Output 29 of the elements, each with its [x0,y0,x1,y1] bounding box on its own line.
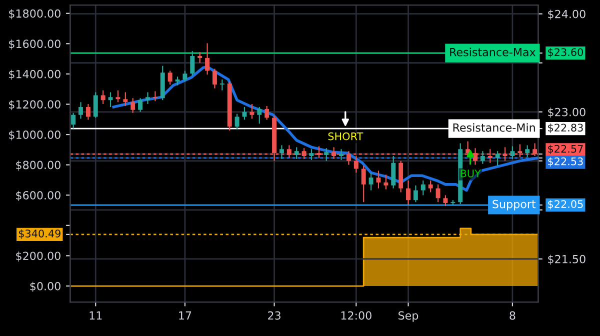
y2-tick-label: $22.05 [548,200,583,210]
annotation: BUY [460,170,481,178]
ref-line-label: Resistance-Min [453,123,535,132]
annotation: SHORT [328,132,364,140]
y2-tick-label: $23.00 [548,108,586,118]
x-tick-label: 11 [90,311,102,320]
y2-tick-label: $21.50 [548,254,586,265]
y2-tick-label: $24.00 [548,10,586,20]
x-tick-label: 8 [510,311,516,320]
x-tick-label: 23 [268,311,280,320]
y-tick-label: $600.00 [16,190,60,201]
x-tick-label: 12:00 [341,311,372,320]
y-tick-label: $340.49 [18,229,60,239]
y-tick-label: $1000.00 [9,130,60,140]
y-tick-label: $1400.00 [9,70,60,80]
ref-line-label: Resistance-Max [450,48,536,56]
y2-tick-label: $23.60 [548,48,583,58]
ref-line-label: Support [492,200,536,210]
y-tick-label: $1600.00 [9,39,60,50]
x-tick-label: Sep [398,311,418,322]
y2-tick-label: $22.53 [548,157,583,167]
y-tick-label: $200.00 [16,251,60,262]
y-tick-label: $1200.00 [9,100,60,110]
y2-tick-label: $22.57 [548,144,583,154]
x-tick-label: 17 [179,311,192,320]
y-tick-label: $1800.00 [9,9,60,20]
y-tick-label: $800.00 [16,160,60,171]
y2-tick-label: $22.83 [548,124,583,133]
y-tick-label: $0.00 [30,282,60,292]
